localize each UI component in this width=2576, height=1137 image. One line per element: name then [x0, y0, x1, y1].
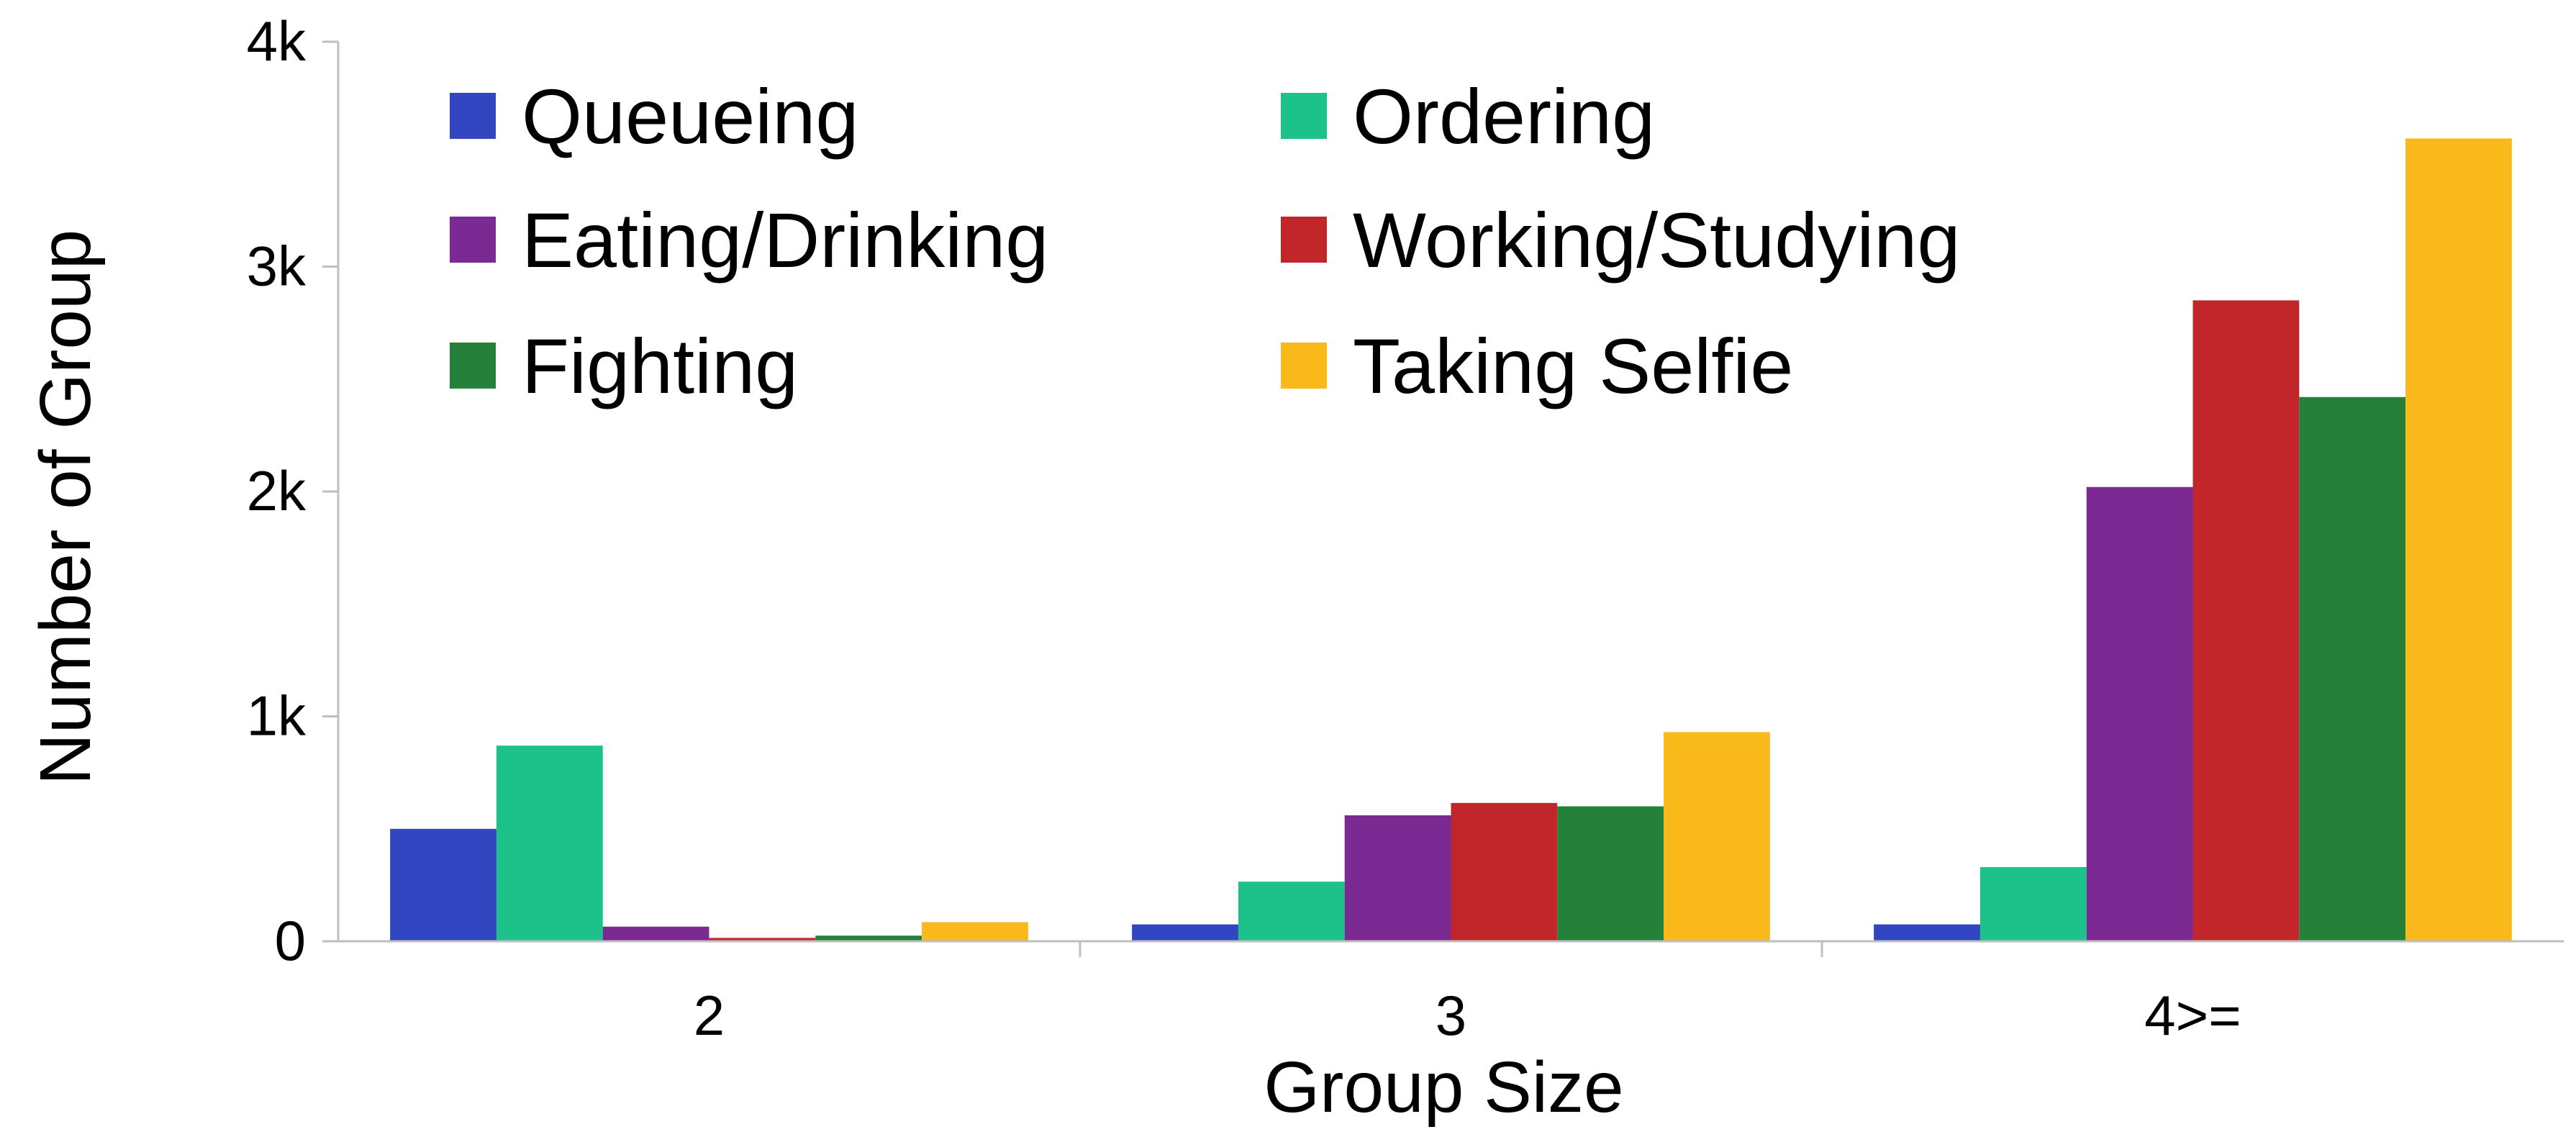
bar [1451, 802, 1558, 941]
bar [1238, 882, 1345, 941]
bar [709, 938, 816, 941]
y-tick-label: 2k [247, 459, 307, 522]
bar [602, 926, 709, 941]
legend-swatch [1281, 93, 1327, 139]
bar [390, 828, 496, 941]
bar [2299, 397, 2406, 941]
legend-swatch [450, 343, 496, 389]
y-tick-label: 4k [247, 9, 307, 73]
bar [922, 922, 1028, 941]
bars [390, 138, 2512, 941]
x-tick-label: 2 [694, 984, 725, 1047]
legend-label: Eating/Drinking [522, 196, 1048, 284]
bar [815, 936, 922, 941]
x-tick-label: 3 [1436, 984, 1466, 1047]
bar [1664, 732, 1770, 941]
y-axis-title: Number of Group [25, 230, 106, 786]
bar [1344, 815, 1451, 941]
y-tick-label: 3k [247, 235, 307, 298]
legend-swatch [1281, 217, 1327, 263]
bar [2192, 300, 2300, 941]
bar [496, 746, 603, 941]
legend-swatch [1281, 343, 1327, 389]
x-axis-title: Group Size [1264, 1047, 1623, 1128]
legend-swatch [450, 217, 496, 263]
legend-label: Working/Studying [1353, 196, 1960, 284]
x-tick-label: 4>= [2144, 984, 2241, 1047]
y-axis-ticks: 0 1k 2k 3k 4k [247, 9, 338, 972]
legend-label: Taking Selfie [1353, 322, 1793, 409]
legend: Queueing Ordering Eating/Drinking Working/S… [450, 73, 1960, 409]
bar [1132, 924, 1238, 941]
bar [1874, 924, 1980, 941]
bar [1979, 866, 2087, 941]
y-tick-label: 1k [247, 684, 307, 748]
legend-label: Ordering [1353, 73, 1655, 160]
legend-label: Fighting [522, 322, 798, 409]
x-axis-ticks: 2 3 4>= [694, 941, 2241, 1047]
bar [2086, 486, 2193, 941]
y-tick-label: 0 [275, 909, 306, 972]
bar [2405, 138, 2512, 941]
bar [1557, 806, 1664, 941]
legend-swatch [450, 93, 496, 139]
legend-label: Queueing [522, 73, 858, 160]
